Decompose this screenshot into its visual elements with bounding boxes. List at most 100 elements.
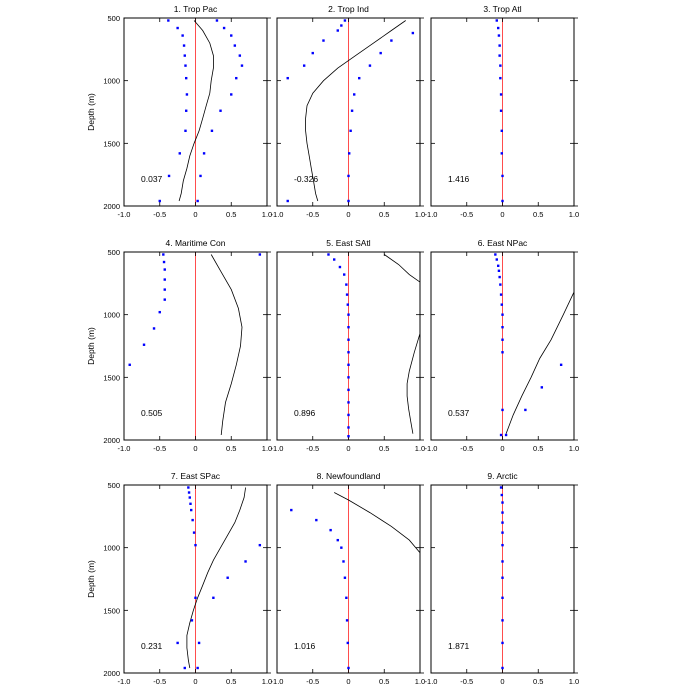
data-point xyxy=(196,666,199,670)
data-point xyxy=(345,293,349,296)
y-axis-label: Depth (m) xyxy=(86,560,96,598)
data-point xyxy=(302,64,306,67)
panel-annotation: 1.416 xyxy=(448,174,470,184)
data-point xyxy=(128,363,131,366)
profile-curve xyxy=(334,492,420,553)
data-point xyxy=(163,298,166,301)
x-tick-label: 0 xyxy=(193,444,197,453)
y-tick-label: 2000 xyxy=(103,202,120,211)
x-tick-label: -1.0 xyxy=(271,677,284,686)
data-point xyxy=(187,491,191,494)
x-tick-label: -1.0 xyxy=(118,444,131,453)
data-point xyxy=(347,326,350,329)
panel-title: 8. Newfoundland xyxy=(317,471,381,481)
x-tick-label: 0.5 xyxy=(226,210,236,219)
data-point xyxy=(494,253,497,256)
data-point xyxy=(498,54,501,57)
data-point xyxy=(183,54,186,57)
panel-annotation: 1.871 xyxy=(448,641,470,651)
data-point xyxy=(501,351,504,354)
data-point xyxy=(379,51,382,55)
x-tick-label: 0.5 xyxy=(533,210,543,219)
data-point xyxy=(559,363,563,366)
x-tick-label: 0.5 xyxy=(226,444,236,453)
data-point xyxy=(497,34,501,37)
data-point xyxy=(347,401,350,404)
data-point xyxy=(286,199,289,203)
panel-title: 2. Trop Ind xyxy=(328,4,369,14)
plot-frame xyxy=(276,484,421,674)
data-point xyxy=(347,666,350,670)
data-point xyxy=(347,413,350,417)
data-point xyxy=(347,351,350,354)
data-point xyxy=(498,44,501,47)
panel-title: 7. East SPac xyxy=(171,471,221,481)
y-tick-label: 1500 xyxy=(103,139,120,148)
data-point xyxy=(495,258,498,261)
data-point xyxy=(184,64,187,67)
data-point xyxy=(347,313,350,316)
data-point xyxy=(501,641,504,645)
data-point xyxy=(163,278,166,281)
data-point xyxy=(501,543,504,547)
panel-annotation: -0.326 xyxy=(294,174,318,184)
x-tick-label: 0 xyxy=(193,677,197,686)
data-point xyxy=(497,264,500,267)
data-point xyxy=(524,408,527,412)
panel-3: 3. Trop Atl -1.0 -0.5 0 0.5 1.0 1.416 xyxy=(425,4,580,219)
panel-annotation: 1.016 xyxy=(294,641,316,651)
data-point xyxy=(286,76,289,80)
data-point xyxy=(499,433,503,437)
data-point xyxy=(500,129,503,132)
data-point xyxy=(347,388,350,392)
x-tick-label: -1.0 xyxy=(271,210,284,219)
y-tick-label: 2000 xyxy=(103,669,120,678)
x-tick-label: -0.5 xyxy=(306,677,319,686)
x-tick-label: 0 xyxy=(500,210,504,219)
data-point xyxy=(501,560,504,563)
data-point xyxy=(368,64,372,67)
data-point xyxy=(350,109,354,112)
plot-frame xyxy=(123,484,268,674)
x-tick-label: -1.0 xyxy=(425,677,438,686)
x-tick-label: -0.5 xyxy=(460,444,473,453)
data-point xyxy=(500,493,503,497)
data-point xyxy=(347,174,350,178)
x-tick-label: 1.0 xyxy=(569,677,579,686)
panel-4: 4. Maritime Con -1.0 -0.5 0 0.5 1.0 500 1000 150… xyxy=(86,238,272,453)
data-point xyxy=(197,641,201,645)
data-point xyxy=(501,619,504,622)
x-tick-label: 0 xyxy=(346,444,350,453)
x-tick-label: -0.5 xyxy=(306,210,319,219)
data-point xyxy=(347,376,350,379)
data-point xyxy=(210,129,214,132)
data-point xyxy=(290,508,293,512)
y-tick-label: 1000 xyxy=(103,544,120,553)
data-point xyxy=(345,283,348,286)
data-point xyxy=(338,265,342,269)
plot-frame xyxy=(123,17,268,207)
data-point xyxy=(390,39,393,42)
panel-title: 4. Maritime Con xyxy=(166,238,226,248)
data-point xyxy=(336,538,339,542)
data-point xyxy=(501,666,504,670)
x-tick-label: 1.0 xyxy=(262,210,272,219)
data-point xyxy=(345,619,349,622)
panel-8: 8. Newfoundland -1.0 -0.5 0 0.5 1.0 1.016 xyxy=(271,471,426,686)
x-tick-label: 1.0 xyxy=(415,444,425,453)
data-point xyxy=(499,109,503,112)
data-point xyxy=(167,19,170,22)
data-point xyxy=(142,343,146,346)
data-point xyxy=(322,39,325,42)
y-tick-label: 2000 xyxy=(103,436,120,445)
data-point xyxy=(258,253,262,256)
profile-curve xyxy=(186,487,246,669)
data-point xyxy=(222,26,226,30)
y-tick-label: 1000 xyxy=(103,311,120,320)
data-point xyxy=(192,531,196,534)
data-point xyxy=(540,386,544,389)
data-point xyxy=(184,129,187,132)
data-point xyxy=(500,303,503,306)
data-point xyxy=(158,199,161,203)
